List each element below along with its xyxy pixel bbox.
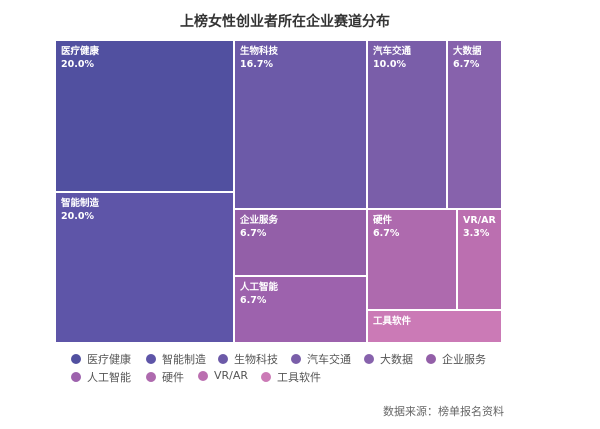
cell-value: 6.7% [240, 295, 267, 306]
treemap-cell[interactable]: 汽车交通 10.0% [368, 41, 446, 208]
treemap-cell[interactable]: 工具软件 [368, 311, 501, 342]
legend-item[interactable]: VR/AR [198, 369, 248, 382]
legend-label: 大数据 [380, 353, 413, 366]
legend-item[interactable]: 汽车交通 [291, 351, 351, 367]
legend-label: 人工智能 [87, 371, 131, 384]
cell-name: 大数据 [453, 46, 482, 57]
cell-value: 20.0% [61, 59, 94, 70]
cell-value: 20.0% [61, 211, 94, 222]
treemap-cell[interactable]: 大数据 6.7% [448, 41, 501, 208]
legend-label: VR/AR [214, 369, 249, 382]
cell-name: 硬件 [373, 215, 393, 226]
legend-item[interactable]: 工具软件 [261, 369, 321, 385]
cell-name: 企业服务 [240, 215, 279, 226]
legend-label: 企业服务 [442, 353, 486, 366]
cell-value: 6.7% [240, 228, 267, 239]
legend-item[interactable]: 智能制造 [146, 351, 206, 367]
cell-value: 16.7% [240, 59, 273, 70]
legend-label: 智能制造 [162, 353, 206, 366]
legend-item[interactable]: 硬件 [146, 369, 184, 385]
treemap-cell[interactable]: 智能制造 20.0% [56, 193, 233, 342]
legend-marker [291, 354, 301, 364]
cell-value: 3.3% [463, 228, 490, 239]
cell-name: 人工智能 [240, 282, 279, 293]
legend-label: 工具软件 [277, 371, 321, 384]
legend-label: 汽车交通 [307, 353, 351, 366]
legend-label: 硬件 [162, 371, 184, 384]
treemap-cell[interactable]: 硬件 6.7% [368, 210, 456, 309]
treemap-cell[interactable]: 医疗健康 20.0% [56, 41, 233, 191]
legend-item[interactable]: 企业服务 [426, 351, 486, 367]
cell-name: VR/AR [463, 215, 496, 226]
source-note: 数据来源：榜单报名资料 [383, 405, 504, 418]
legend-item[interactable]: 人工智能 [71, 369, 131, 385]
cell-value: 6.7% [453, 59, 480, 70]
cell-name: 工具软件 [373, 316, 412, 327]
treemap-cell[interactable]: VR/AR 3.3% [458, 210, 501, 309]
legend-marker [198, 370, 208, 381]
chart-title: 上榜女性创业者所在企业赛道分布 [180, 14, 390, 30]
legend-marker [146, 372, 156, 382]
legend-marker [364, 354, 374, 364]
legend-marker [426, 354, 436, 364]
legend-label: 生物科技 [234, 353, 278, 366]
legend-item[interactable]: 大数据 [364, 351, 413, 367]
legend-item[interactable]: 生物科技 [218, 351, 278, 367]
cell-value: 10.0% [373, 59, 406, 70]
treemap-cell[interactable]: 企业服务 6.7% [235, 210, 366, 275]
legend-label: 医疗健康 [87, 353, 131, 366]
cell-name: 医疗健康 [61, 46, 100, 57]
legend-marker [71, 354, 81, 364]
cell-name: 生物科技 [240, 46, 279, 57]
cell-value: 6.7% [373, 228, 400, 239]
treemap-cell[interactable]: 生物科技 16.7% [235, 41, 366, 208]
cell-name: 智能制造 [61, 198, 100, 209]
legend-item[interactable]: 医疗健康 [71, 351, 131, 367]
cell-name: 汽车交通 [373, 46, 412, 57]
legend-marker [146, 354, 156, 364]
treemap-cell[interactable]: 人工智能 6.7% [235, 277, 366, 342]
legend-marker [71, 372, 81, 382]
legend-marker [218, 354, 228, 364]
legend-marker [261, 372, 271, 382]
